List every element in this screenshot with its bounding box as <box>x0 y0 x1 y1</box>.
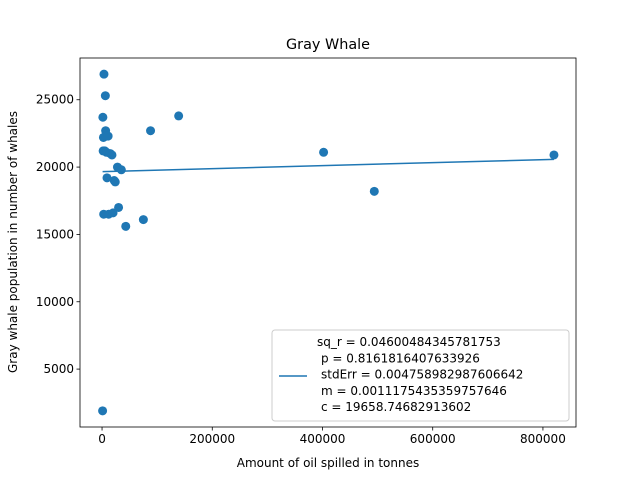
legend: sq_r = 0.04600484345781753 p = 0.81618164… <box>271 329 570 422</box>
data-point <box>98 112 108 122</box>
legend-entry-line: stdErr = 0.004758982987606642 <box>321 368 523 382</box>
regression-line <box>102 158 554 173</box>
legend-entry-line: p = 0.8161816407633926 <box>321 351 480 365</box>
data-point <box>114 202 124 212</box>
data-point <box>103 131 113 141</box>
data-point <box>100 91 110 101</box>
data-point <box>121 221 131 231</box>
data-point <box>102 173 112 183</box>
marks-layer <box>98 69 559 416</box>
data-point <box>110 177 120 187</box>
legend-box <box>271 329 570 422</box>
y-tick-label: 15000 <box>36 227 74 241</box>
plot-frame <box>79 57 577 428</box>
data-point <box>108 208 118 218</box>
x-tick-label: 400000 <box>300 432 346 446</box>
y-tick-label: 10000 <box>36 295 74 309</box>
legend-entry-line: m = 0.0011175435359757646 <box>321 384 507 398</box>
x-tick-label: 600000 <box>410 432 456 446</box>
x-tick-label: 200000 <box>189 432 235 446</box>
y-tick-label: 5000 <box>43 362 74 376</box>
data-point <box>99 69 109 79</box>
legend-entry-line: c = 19658.74682913602 <box>321 400 471 414</box>
y-tick-label: 20000 <box>36 160 74 174</box>
axes-layer: 0 200000 400000 600000 800000 5000 10000 15000 2… <box>36 57 577 446</box>
data-point <box>146 126 156 136</box>
legend-entry-line: sq_r = 0.04600484345781753 <box>317 335 501 349</box>
data-point <box>174 111 184 121</box>
data-point <box>107 150 117 160</box>
data-point <box>138 215 148 225</box>
chart-title: Gray Whale <box>286 37 370 53</box>
data-point <box>98 406 108 416</box>
data-point <box>319 147 329 157</box>
x-tick-label: 0 <box>98 432 106 446</box>
x-tick-label: 800000 <box>520 432 566 446</box>
data-point <box>116 165 126 175</box>
y-axis-label: Gray whale population in number of whale… <box>6 111 20 373</box>
data-point <box>369 186 379 196</box>
data-point <box>549 150 559 160</box>
y-tick-label: 25000 <box>36 93 74 107</box>
x-axis-label: Amount of oil spilled in tonnes <box>237 456 420 470</box>
